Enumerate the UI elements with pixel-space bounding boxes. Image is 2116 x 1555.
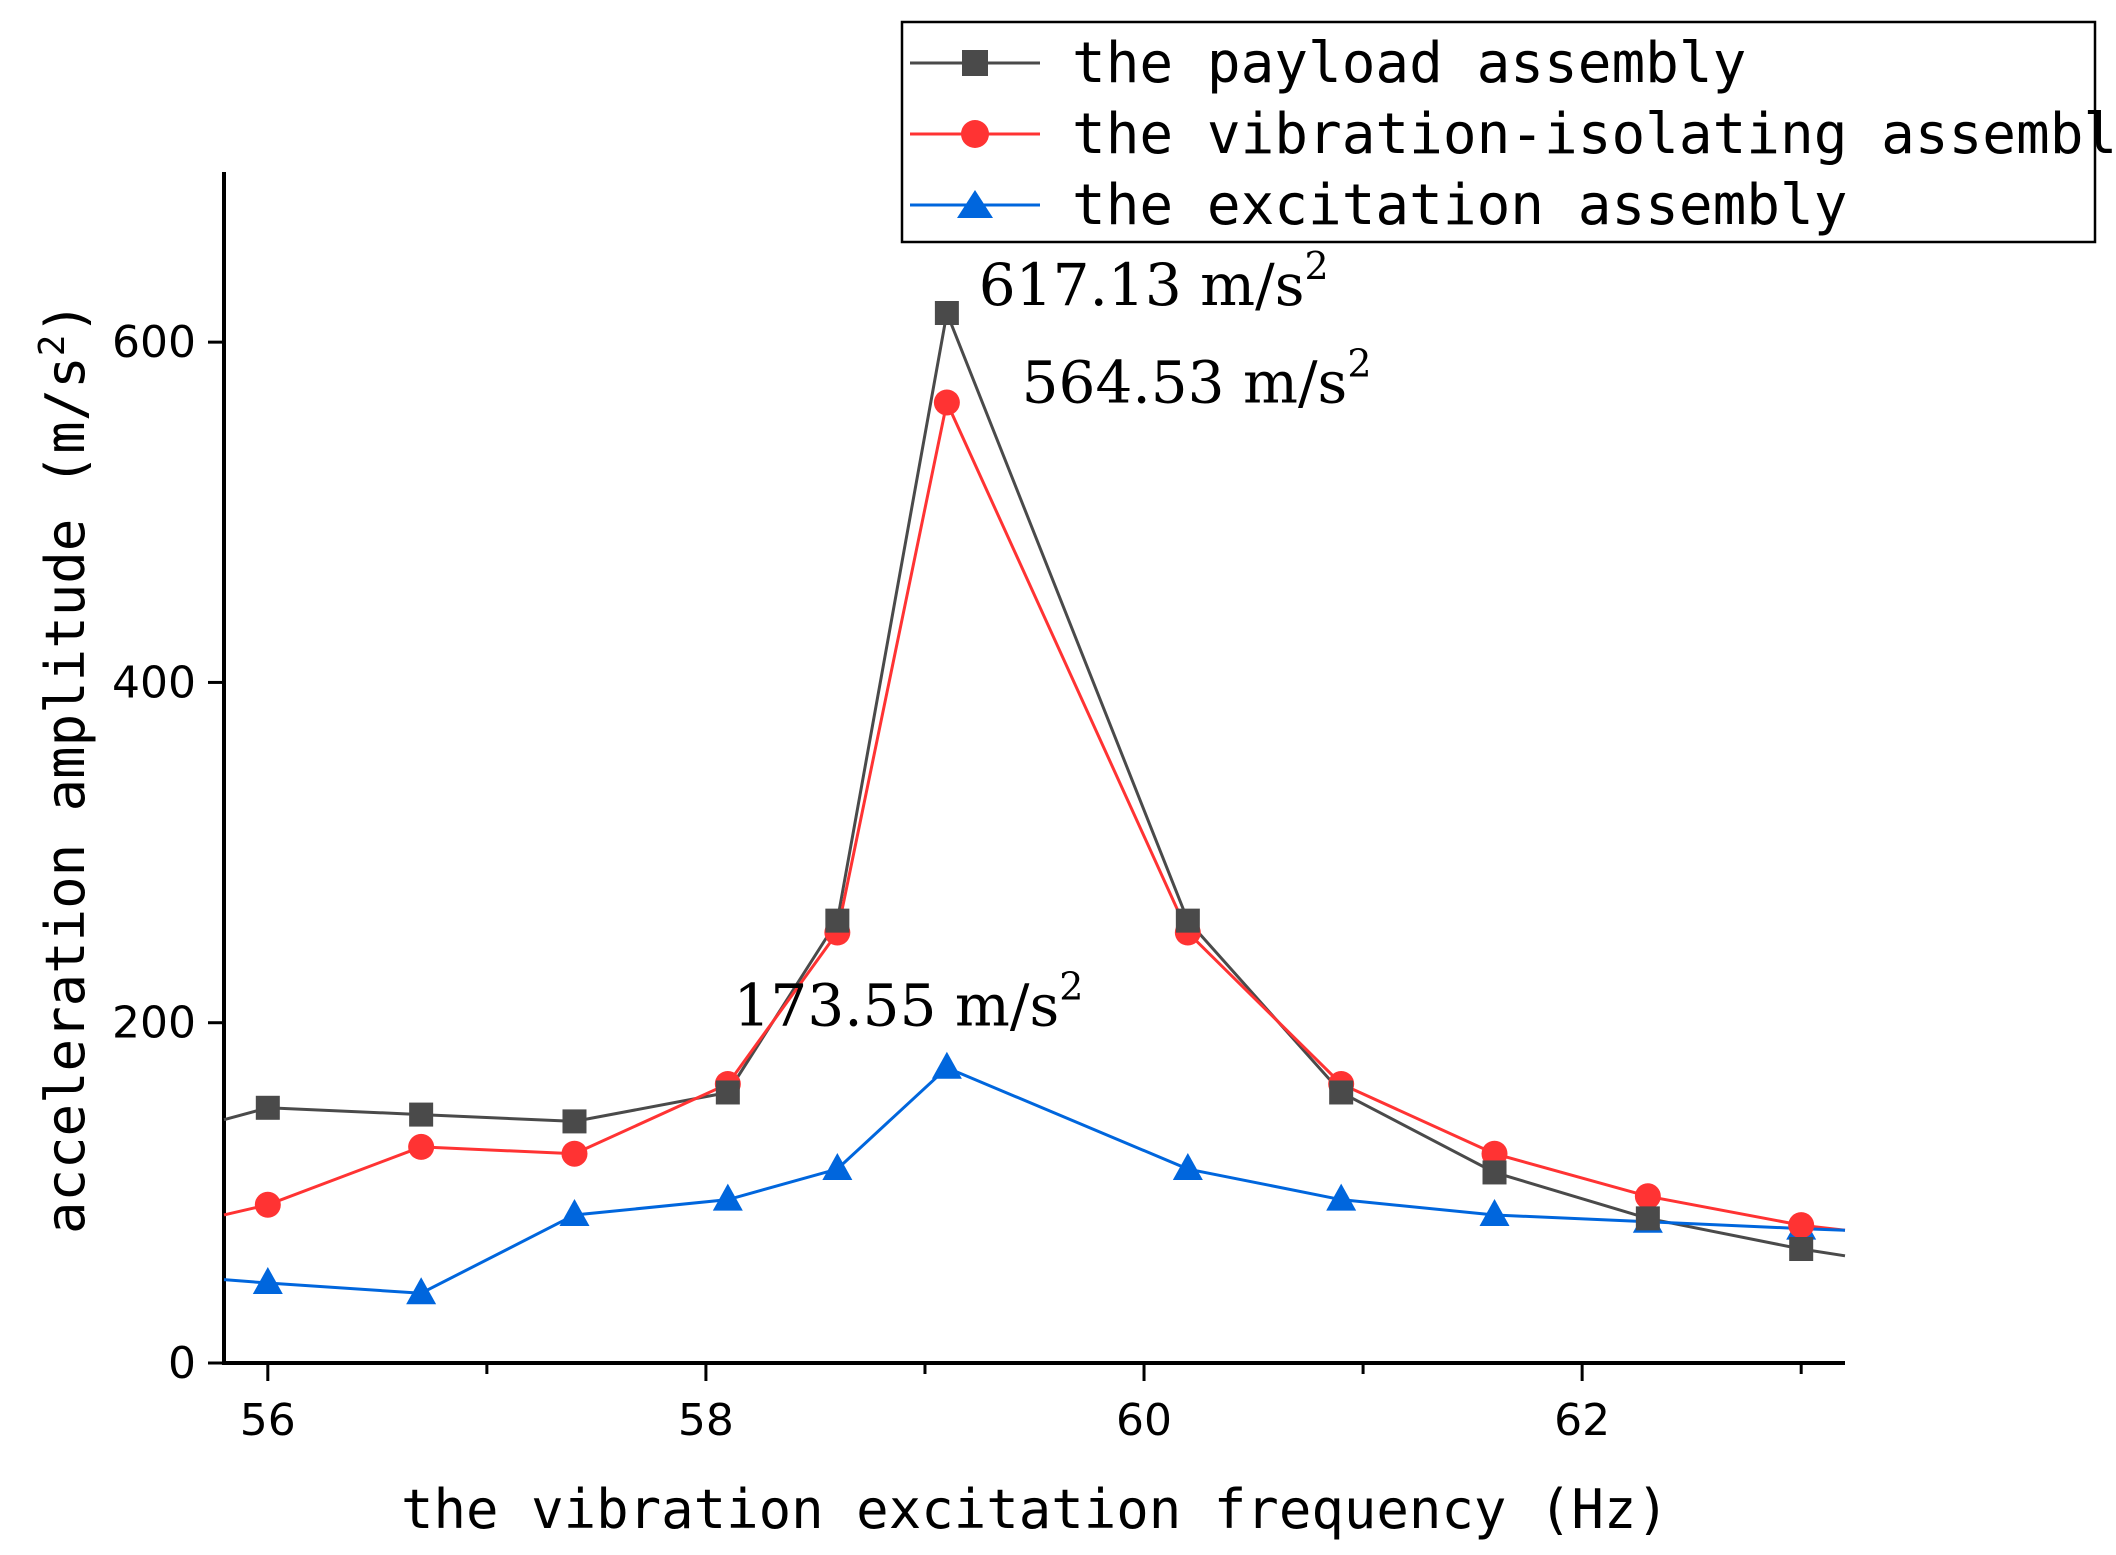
series-line-2 xyxy=(223,1065,1846,1295)
data-point-triangle xyxy=(1172,1153,1203,1181)
legend-square-marker xyxy=(962,50,988,76)
x-tick-label: 56 xyxy=(240,1395,296,1446)
data-point-square xyxy=(1329,1080,1354,1105)
peak-annotation: 173.55 m/s2 xyxy=(734,965,1084,1040)
legend-label-payload: the payload assembly xyxy=(1072,31,1746,96)
series-line-0 xyxy=(223,307,1846,1258)
peak-annotation-value: 617.13 m/s xyxy=(979,251,1305,319)
x-tick-label: 58 xyxy=(678,1395,734,1446)
data-point-triangle xyxy=(822,1153,853,1181)
legend-entry-vibration-isolating: the vibration-isolating assembly xyxy=(910,102,2116,167)
data-point-circle xyxy=(561,1140,588,1167)
peak-annotation: 617.13 m/s2 xyxy=(979,244,1329,319)
y-ticks: 0 200 400 600 xyxy=(112,317,224,1389)
x-ticks: 56 58 60 62 xyxy=(240,1363,1803,1446)
peak-annotation-value: 564.53 m/s xyxy=(1022,348,1348,416)
y-tick-label: 600 xyxy=(112,317,196,368)
legend-triangle-marker xyxy=(957,190,993,218)
legend-label-vibration-isolating: the vibration-isolating assembly xyxy=(1072,102,2116,167)
data-point-circle xyxy=(254,1191,281,1218)
series-markers xyxy=(252,300,1817,1305)
data-point-triangle xyxy=(252,1267,283,1295)
legend-box xyxy=(900,20,2097,244)
data-point-circle xyxy=(408,1133,435,1160)
data-point-circle xyxy=(1481,1140,1508,1167)
data-point-square xyxy=(1482,1160,1507,1185)
legend-entry-excitation: the excitation assembly xyxy=(910,173,1847,238)
y-axis-title-close: ) xyxy=(34,302,97,335)
legend-label-excitation: the excitation assembly xyxy=(1072,173,1847,238)
x-tick-label: 60 xyxy=(1116,1395,1172,1446)
x-axis-title: the vibration excitation frequency (Hz) xyxy=(401,1478,1669,1541)
data-point-triangle xyxy=(931,1051,962,1079)
data-point-circle xyxy=(1788,1212,1815,1239)
peak-annotation-sup: 2 xyxy=(1059,965,1083,1009)
data-point-square xyxy=(715,1080,740,1105)
data-point-square xyxy=(255,1095,280,1120)
data-point-square xyxy=(1175,908,1200,933)
y-axis-title: acceleration amplitude (m/s2) xyxy=(32,302,97,1234)
x-tick-label: 62 xyxy=(1554,1395,1610,1446)
y-axis-title-main: acceleration amplitude (m/s xyxy=(34,356,97,1234)
legend-circle-marker xyxy=(961,120,989,148)
data-point-square xyxy=(934,300,959,325)
y-axis-title-sup: 2 xyxy=(32,335,73,357)
data-point-circle xyxy=(1634,1183,1661,1210)
peak-annotation: 564.53 m/s2 xyxy=(1022,341,1372,416)
data-point-triangle xyxy=(406,1277,437,1305)
peak-annotation-sup: 2 xyxy=(1304,244,1328,288)
peak-annotation-value: 173.55 m/s xyxy=(734,972,1060,1040)
data-point-triangle xyxy=(1479,1198,1510,1226)
data-point-square xyxy=(1789,1237,1814,1262)
peak-annotation-sup: 2 xyxy=(1347,341,1371,385)
data-point-triangle xyxy=(712,1183,743,1211)
y-tick-label: 200 xyxy=(112,998,196,1049)
data-point-triangle xyxy=(559,1198,590,1226)
legend-entry-payload: the payload assembly xyxy=(910,31,1746,96)
data-point-circle xyxy=(933,389,960,416)
series-lines xyxy=(223,307,1846,1295)
data-point-square xyxy=(409,1102,434,1127)
data-point-square xyxy=(825,908,850,933)
y-tick-label: 400 xyxy=(112,657,196,708)
data-point-square xyxy=(1635,1206,1660,1231)
data-point-triangle xyxy=(1326,1183,1357,1211)
y-tick-label: 0 xyxy=(168,1338,196,1389)
legend: the payload assembly the vibration-isola… xyxy=(900,20,2116,244)
data-point-square xyxy=(562,1109,587,1134)
